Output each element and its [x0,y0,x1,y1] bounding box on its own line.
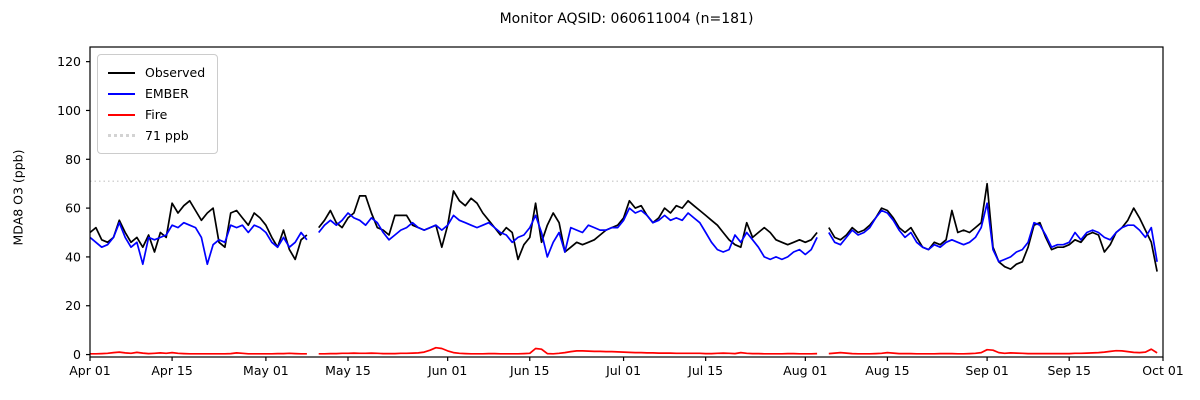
legend-label: 71 ppb [145,128,189,143]
legend-item-ember: EMBER [108,83,205,104]
legend-label: EMBER [145,86,189,101]
series-line-fire [90,346,1158,355]
legend-item-fire: Fire [108,104,205,125]
x-tick-label: Jul 15 [687,363,723,378]
y-tick-label: 20 [65,298,81,313]
x-tick-label: Oct 01 [1142,363,1184,378]
legend-item-observed: Observed [108,62,205,83]
legend: Observed EMBER Fire 71 ppb [97,54,219,154]
legend-label: Observed [145,65,206,80]
legend-line-sample [108,113,135,116]
x-tick-label: May 15 [325,363,371,378]
x-tick-label: Sep 15 [1047,363,1090,378]
x-tick-label: Sep 01 [965,363,1008,378]
x-tick-label: Jul 01 [605,363,641,378]
chart-title: Monitor AQSID: 060611004 (n=181) [499,11,754,27]
tick-labels-group: Apr 01 Apr 15 May 01 May 15 Jun 01 Jun 15 Jul … [57,54,1184,378]
y-axis-label: MDA8 O3 (ppb) [10,149,26,246]
axes-border [89,46,1164,358]
legend-line-sample [108,71,135,74]
series-line-ember [89,202,1158,266]
legend-label: Fire [145,107,168,122]
legend-line-sample [108,134,135,137]
axes-group [86,46,1164,361]
legend-item-71-ppb: 71 ppb [108,125,205,146]
y-tick-label: 60 [65,201,81,216]
y-tick-label: 0 [73,347,81,362]
x-tick-label: Jun 01 [427,363,467,378]
x-tick-label: Aug 01 [783,363,827,378]
legend-line-sample [108,92,135,95]
y-tick-label: 100 [57,103,81,118]
x-tick-label: Apr 01 [69,363,111,378]
x-tick-label: Aug 15 [865,363,909,378]
series-lines-group [89,182,1158,355]
y-tick-label: 120 [57,54,81,69]
y-tick-label: 40 [65,249,81,264]
x-tick-label: May 01 [243,363,289,378]
x-tick-label: Apr 15 [151,363,193,378]
x-tick-label: Jun 15 [509,363,549,378]
y-tick-label: 80 [65,152,81,167]
